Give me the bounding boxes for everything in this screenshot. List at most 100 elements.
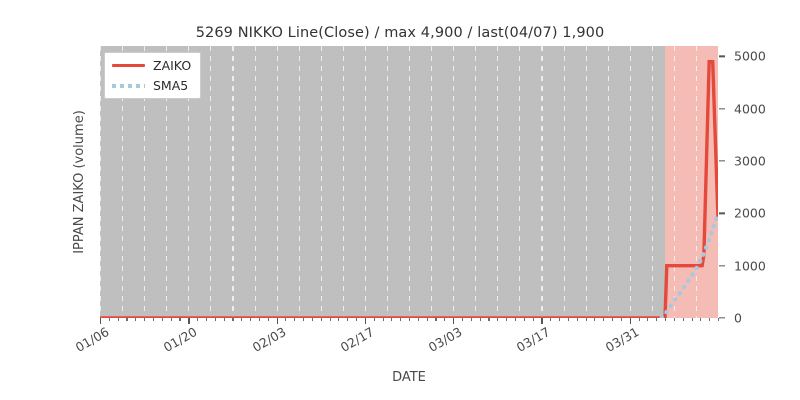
x-tick-minor — [179, 318, 181, 321]
x-tick-major — [364, 318, 367, 324]
x-tick-minor — [594, 318, 596, 321]
x-tick-minor — [665, 318, 667, 321]
y-tick-mark — [719, 317, 725, 319]
y-tick-mark — [719, 108, 725, 110]
x-tick-minor — [241, 318, 243, 321]
x-tick-minor — [391, 318, 393, 321]
x-tick-minor — [338, 318, 340, 321]
x-tick-label: 02/17 — [337, 324, 377, 356]
x-tick-minor — [647, 318, 649, 321]
x-tick-major — [453, 318, 455, 324]
x-tick-minor — [603, 318, 605, 321]
x-tick-minor — [514, 318, 517, 321]
chart-title: 5269 NIKKO Line(Close) / max 4,900 / las… — [195, 25, 605, 41]
y-tick-mark — [719, 160, 725, 162]
x-tick-minor — [488, 318, 490, 321]
legend-label-sma5: SMA5 — [153, 78, 189, 93]
x-tick-minor — [506, 318, 508, 321]
x-tick-minor — [144, 318, 146, 321]
x-tick-minor — [205, 318, 208, 321]
x-tick-major — [541, 318, 543, 324]
x-tick-minor — [718, 318, 720, 321]
x-tick-minor — [152, 318, 155, 321]
x-tick-minor — [559, 318, 561, 321]
x-tick-minor — [232, 318, 234, 321]
x-tick-minor — [170, 318, 172, 321]
x-tick-minor — [356, 318, 358, 321]
x-tick-minor — [382, 318, 384, 321]
x-tick-minor — [347, 318, 349, 321]
x-tick-minor — [576, 318, 578, 321]
x-tick-label: 01/06 — [72, 324, 112, 356]
legend-label-zaiko: ZAIKO — [153, 58, 192, 73]
x-tick-minor — [523, 318, 525, 321]
x-tick-minor — [656, 318, 658, 321]
x-tick-major — [276, 318, 278, 324]
x-tick-minor — [532, 318, 534, 321]
x-tick-minor — [435, 318, 437, 321]
x-tick-minor — [567, 318, 569, 321]
x-tick-minor — [550, 318, 552, 321]
x-tick-minor — [223, 318, 225, 321]
y-tick-label: 0 — [734, 310, 742, 326]
x-tick-minor — [700, 318, 702, 321]
x-tick-minor — [470, 318, 472, 321]
x-tick-minor — [135, 318, 137, 321]
x-tick-minor — [373, 318, 375, 321]
x-tick-minor — [108, 318, 110, 321]
y-tick-mark — [719, 55, 725, 58]
series-line-zaiko — [100, 59, 718, 318]
x-tick-minor — [250, 318, 252, 321]
x-tick-minor — [461, 318, 464, 321]
x-tick-label: 02/03 — [249, 324, 289, 356]
x-tick-minor — [479, 318, 481, 321]
x-tick-minor — [497, 318, 499, 321]
x-tick-minor — [691, 318, 693, 321]
legend-swatch-sma5-icon — [112, 80, 145, 92]
x-tick-minor — [267, 318, 269, 321]
y-tick-label: 1000 — [734, 258, 766, 274]
legend-item-sma5[interactable]: SMA5 — [112, 78, 191, 93]
x-axis-title: DATE — [392, 370, 426, 385]
x-tick-major — [100, 318, 102, 324]
y-tick-mark — [719, 212, 725, 215]
y-tick-label: 2000 — [734, 205, 766, 221]
x-tick-minor — [417, 318, 419, 321]
x-tick-minor — [682, 318, 684, 321]
x-tick-label: 03/03 — [425, 324, 465, 356]
x-tick-minor — [214, 318, 216, 321]
x-tick-minor — [285, 318, 287, 321]
x-tick-minor — [258, 318, 260, 321]
x-tick-minor — [426, 318, 428, 321]
x-tick-minor — [197, 318, 199, 321]
x-tick-minor — [585, 318, 587, 321]
y-tick-mark — [719, 265, 725, 267]
y-axis-title: IPPAN ZAIKO (volume) — [72, 110, 87, 254]
x-tick-major — [188, 318, 190, 324]
legend-item-zaiko[interactable]: ZAIKO — [112, 58, 191, 73]
x-tick-label: 01/20 — [161, 324, 200, 356]
x-tick-major — [629, 318, 631, 324]
y-tick-label: 3000 — [734, 153, 766, 169]
x-tick-label: 03/31 — [602, 324, 642, 356]
x-tick-minor — [126, 318, 128, 321]
x-tick-minor — [638, 318, 640, 321]
x-tick-minor — [709, 318, 711, 321]
x-tick-label: 03/17 — [514, 324, 553, 356]
x-tick-minor — [311, 318, 313, 321]
y-tick-label: 5000 — [734, 48, 766, 64]
x-tick-minor — [161, 318, 163, 321]
series-line-sma5 — [659, 211, 718, 318]
x-tick-minor — [303, 318, 305, 321]
chart-legend[interactable]: ZAIKO SMA5 — [104, 52, 202, 99]
x-tick-minor — [117, 318, 119, 321]
y-tick-label: 4000 — [734, 101, 766, 117]
x-tick-minor — [294, 318, 296, 321]
legend-swatch-zaiko-icon — [112, 60, 145, 72]
x-tick-minor — [612, 318, 614, 321]
x-tick-minor — [409, 318, 411, 321]
series-plot-svg — [100, 59, 718, 318]
x-tick-minor — [620, 318, 622, 321]
x-tick-minor — [400, 318, 402, 321]
